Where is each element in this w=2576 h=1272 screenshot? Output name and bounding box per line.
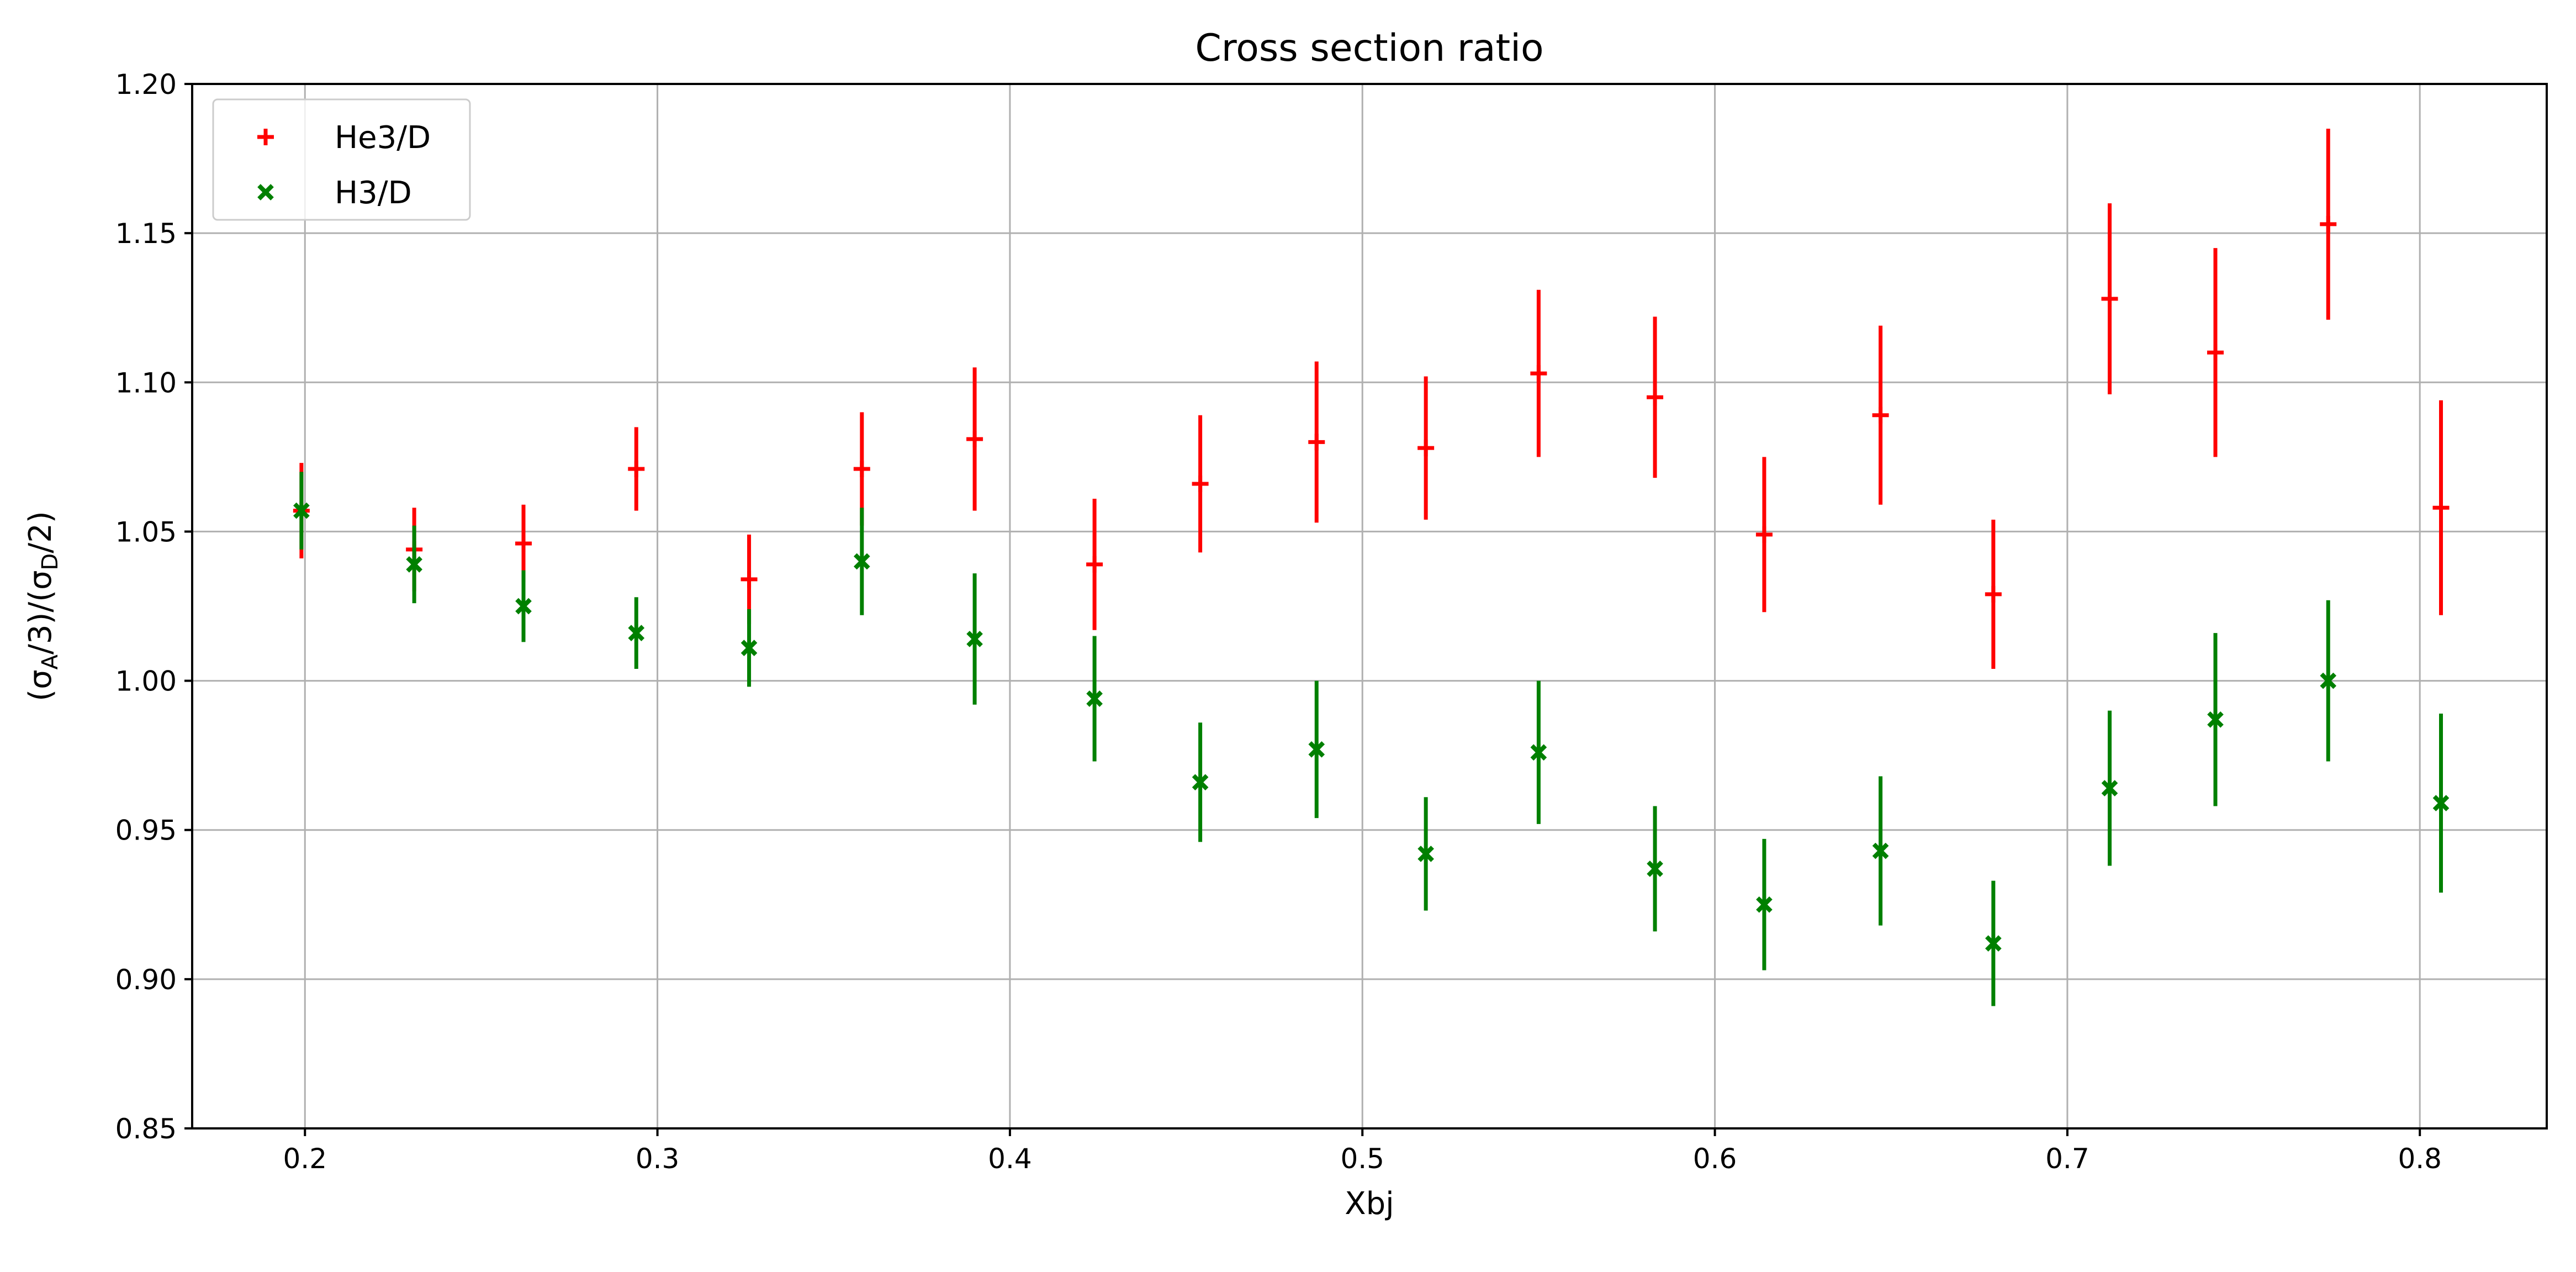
x-marker-b bbox=[2320, 672, 2337, 689]
x-marker-b bbox=[1417, 846, 1434, 862]
x-marker-b bbox=[2101, 780, 2118, 796]
x-marker-b bbox=[2207, 711, 2224, 728]
y-tick-label: 1.10 bbox=[115, 367, 177, 399]
plot-frame bbox=[191, 83, 2548, 1130]
x-marker-b bbox=[1192, 774, 1209, 791]
legend-marker bbox=[257, 129, 274, 145]
x-axis: 0.2 0.3 0.4 0.5 0.6 0.7 0.8 bbox=[283, 1128, 2442, 1175]
data-point bbox=[1755, 526, 1773, 543]
series-0 bbox=[293, 129, 2450, 669]
legend-label: He3/D bbox=[335, 120, 431, 156]
data-point bbox=[628, 460, 645, 477]
x-marker-b bbox=[1530, 744, 1547, 761]
ylabel-subscript: D bbox=[38, 553, 63, 571]
y-tick-label: 1.00 bbox=[115, 666, 177, 698]
x-tick-label: 0.3 bbox=[636, 1143, 680, 1175]
data-point bbox=[515, 535, 532, 552]
data-point bbox=[1417, 440, 1435, 457]
ylabel-part: /2) bbox=[23, 511, 59, 553]
data-point bbox=[1308, 741, 1325, 758]
data-point bbox=[966, 430, 983, 447]
ylabel-part: /3) bbox=[23, 613, 59, 655]
y-tick-label: 1.15 bbox=[115, 218, 177, 250]
x-marker-b bbox=[1086, 690, 1103, 707]
x-marker-b bbox=[853, 553, 870, 570]
x-axis-title: Xbj bbox=[1345, 1186, 1394, 1222]
data-point bbox=[515, 598, 532, 615]
legend-label: H3/D bbox=[335, 175, 412, 211]
data-point bbox=[293, 502, 310, 519]
data-point bbox=[1530, 744, 1547, 761]
data-point bbox=[1872, 407, 1889, 424]
data-point bbox=[2320, 215, 2337, 233]
data-point bbox=[406, 556, 422, 573]
data-point bbox=[853, 553, 870, 570]
x-marker-b bbox=[257, 184, 274, 200]
data-point bbox=[1985, 585, 2002, 603]
x-marker-b bbox=[406, 556, 422, 573]
data-point bbox=[1086, 690, 1103, 707]
y-tick-label: 0.95 bbox=[115, 815, 177, 847]
data-point bbox=[1417, 846, 1434, 862]
data-point bbox=[2432, 499, 2450, 516]
y-axis: 0.85 0.90 0.95 1.00 1.05 1.10 1.15 1.20 bbox=[115, 68, 192, 1145]
x-tick-label: 0.2 bbox=[283, 1143, 327, 1175]
x-marker-b bbox=[2432, 795, 2450, 811]
data-point bbox=[1530, 365, 1547, 382]
ylabel-part: /(σ bbox=[23, 570, 59, 612]
data-point bbox=[1872, 842, 1889, 859]
data-point bbox=[2320, 672, 2337, 689]
x-marker-b bbox=[515, 598, 532, 615]
x-marker-b bbox=[966, 631, 983, 647]
data-point bbox=[1756, 896, 1773, 913]
legend-item: He3/D bbox=[257, 120, 431, 156]
x-marker-b bbox=[628, 625, 645, 641]
data-point bbox=[1308, 434, 1325, 451]
data-point bbox=[1647, 389, 1664, 406]
series-1 bbox=[293, 472, 2450, 1006]
data-point bbox=[1192, 475, 1209, 492]
data-point bbox=[2101, 780, 2118, 796]
legend-box bbox=[212, 98, 471, 221]
y-tick-label: 1.20 bbox=[115, 68, 177, 101]
data-point bbox=[1985, 935, 2002, 952]
series bbox=[293, 129, 2450, 1006]
x-marker-b bbox=[1647, 861, 1663, 877]
data-point bbox=[740, 640, 758, 656]
x-tick-label: 0.6 bbox=[1693, 1143, 1737, 1175]
data-point bbox=[740, 571, 758, 588]
x-tick-label: 0.8 bbox=[2398, 1143, 2442, 1175]
x-tick-label: 0.4 bbox=[988, 1143, 1032, 1175]
grid bbox=[192, 84, 2547, 1128]
y-tick-label: 0.85 bbox=[115, 1113, 177, 1145]
data-point bbox=[2101, 291, 2118, 308]
data-point bbox=[966, 631, 983, 647]
x-marker-b bbox=[1308, 741, 1325, 758]
x-tick-label: 0.5 bbox=[1340, 1143, 1384, 1175]
y-tick-label: 1.05 bbox=[115, 516, 177, 548]
x-marker-b bbox=[740, 640, 758, 656]
x-marker-b bbox=[1872, 842, 1889, 859]
ylabel-subscript: A bbox=[38, 654, 63, 669]
legend-marker bbox=[257, 184, 274, 200]
data-point bbox=[853, 460, 870, 477]
x-marker-b bbox=[1756, 896, 1773, 913]
x-marker-b bbox=[1985, 935, 2002, 952]
x-marker-b bbox=[293, 502, 310, 519]
legend: He3/D H3/D bbox=[212, 98, 471, 221]
data-point bbox=[2207, 711, 2224, 728]
data-point bbox=[2207, 344, 2224, 361]
data-point bbox=[2432, 795, 2450, 811]
y-axis-title: (σA/3)/(σD/2) bbox=[23, 511, 63, 701]
data-point bbox=[1647, 861, 1663, 877]
data-point bbox=[1086, 556, 1103, 573]
x-tick-label: 0.7 bbox=[2045, 1143, 2090, 1175]
legend-item: H3/D bbox=[257, 175, 412, 211]
ylabel-part: (σ bbox=[23, 669, 59, 701]
chart-title: Cross section ratio bbox=[1195, 27, 1543, 70]
data-point bbox=[1192, 774, 1209, 791]
data-point bbox=[628, 625, 645, 641]
y-tick-label: 0.90 bbox=[115, 964, 177, 996]
